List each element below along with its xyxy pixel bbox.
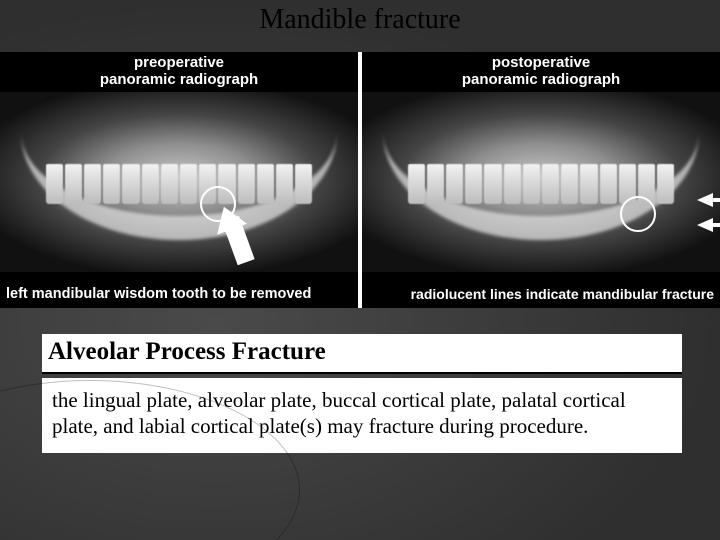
teeth-row — [36, 164, 322, 204]
postoperative-label-bottom: radiolucent lines indicate mandibular fr… — [368, 286, 714, 302]
postoperative-radiograph — [362, 92, 720, 272]
preoperative-label-bottom: left mandibular wisdom tooth to be remov… — [6, 286, 352, 302]
subheading: Alveolar Process Fracture — [48, 338, 676, 366]
preoperative-panel: preoperative panoramic radiograph left m… — [0, 52, 358, 308]
preoperative-radiograph — [0, 92, 358, 272]
circle-marker-icon — [620, 196, 656, 232]
slide: Mandible fracture preoperative panoramic… — [0, 0, 720, 540]
slide-title: Mandible fracture — [0, 4, 720, 36]
subheading-box: Alveolar Process Fracture — [42, 334, 682, 374]
postoperative-label-top: postoperative panoramic radiograph — [362, 54, 720, 89]
preoperative-label-top: preoperative panoramic radiograph — [0, 54, 358, 89]
radiograph-comparison: preoperative panoramic radiograph left m… — [0, 52, 720, 308]
postoperative-panel: postoperative panoramic radiograph radio… — [358, 52, 720, 308]
